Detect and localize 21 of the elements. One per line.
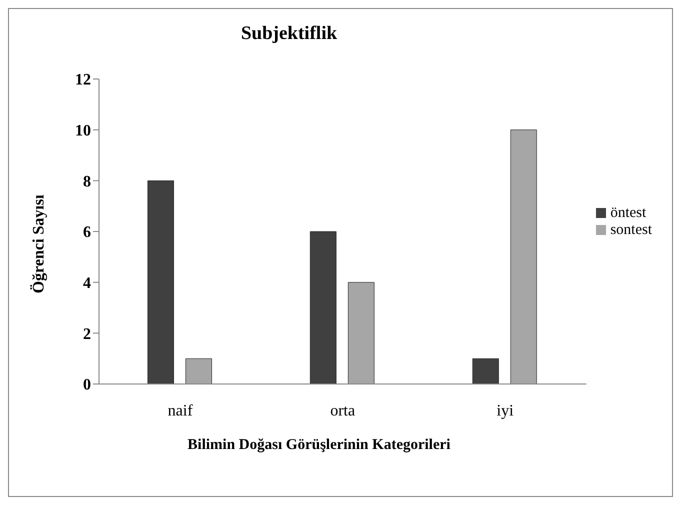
bar	[185, 358, 212, 384]
legend-label: sontest	[610, 222, 652, 238]
y-tick-label: 8	[83, 173, 91, 190]
y-tick-label: 10	[75, 122, 91, 140]
y-tick-label: 0	[83, 376, 91, 394]
bar	[472, 358, 499, 384]
y-tick-label: 4	[83, 275, 91, 292]
x-tick-label: orta	[330, 402, 356, 420]
x-tick-label: iyi	[496, 402, 514, 420]
legend-label: öntest	[610, 204, 646, 220]
y-tick-label: 6	[83, 224, 91, 242]
bar	[310, 231, 336, 384]
y-tick-label: 12	[75, 72, 91, 89]
x-axis-title: Bilimin Doğası Görüşlerinin Kategorileri	[186, 437, 452, 454]
chart-title: Subjektiflik	[240, 23, 338, 45]
bar	[147, 180, 174, 384]
bar	[348, 282, 374, 384]
y-tick-label: 2	[83, 326, 91, 343]
y-axis-title: Öğrenci Sayısı	[30, 194, 48, 294]
x-tick-label: naif	[168, 402, 194, 420]
bar	[510, 130, 537, 384]
